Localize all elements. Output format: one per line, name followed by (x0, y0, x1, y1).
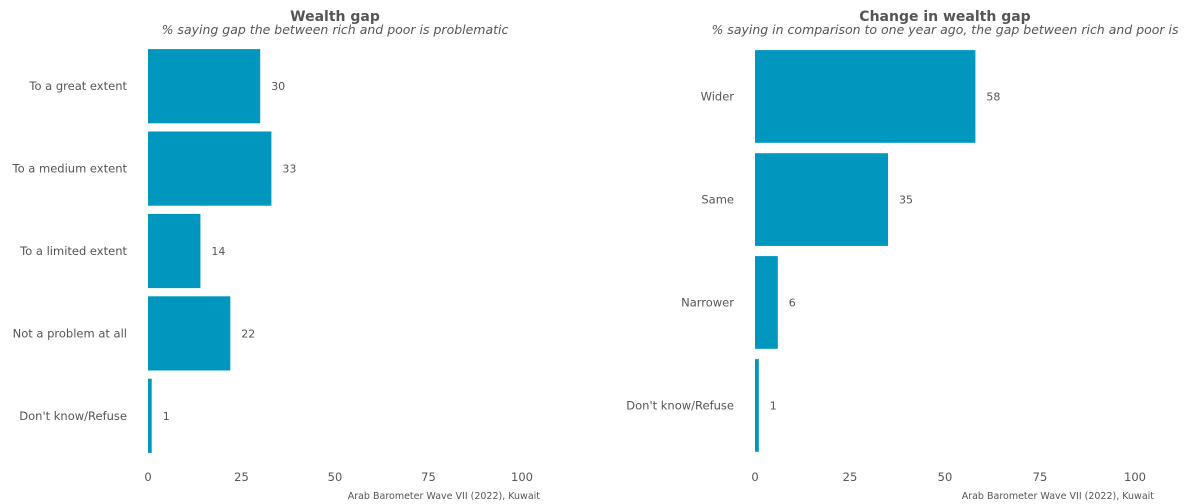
x-tick-label: 0 (751, 470, 758, 484)
x-tick-label: 100 (511, 470, 533, 484)
category-label: Don't know/Refuse (19, 409, 127, 423)
value-label: 58 (986, 91, 1000, 104)
bar-don-t-know-refuse (755, 359, 759, 452)
bar-to-a-great-extent (148, 49, 261, 124)
bar-don-t-know-refuse (148, 378, 152, 453)
x-tick-label: 50 (328, 470, 343, 484)
bar-group: To a great extent 30 To a medium extent 33 T… (12, 49, 296, 453)
category-label: Not a problem at all (13, 326, 127, 340)
value-label: 1 (163, 410, 170, 423)
bar-to-a-medium-extent (148, 131, 272, 206)
bar-to-a-limited-extent (148, 213, 201, 289)
category-label: To a limited extent (19, 244, 127, 258)
x-axis-ticks: 0 25 50 75 100 (144, 470, 533, 484)
value-label: 6 (789, 297, 796, 310)
wealth-gap-panel: Wealth gap % saying gap the between rich… (12, 9, 541, 502)
panel-title: Change in wealth gap (859, 9, 1030, 25)
value-label: 33 (282, 163, 296, 176)
x-axis-ticks: 0 25 50 75 100 (751, 470, 1146, 484)
category-label: Narrower (681, 296, 734, 310)
x-tick-label: 75 (1033, 470, 1048, 484)
chart-caption: Arab Barometer Wave VII (2022), Kuwait (962, 491, 1155, 502)
category-label: Same (701, 193, 734, 207)
x-tick-label: 0 (144, 470, 151, 484)
x-tick-label: 75 (421, 470, 436, 484)
category-label: Wider (701, 90, 735, 104)
bar-group: Wider 58 Same 35 Narrower 6 Don't know/Refuse 1 (626, 50, 1000, 452)
bar-narrower (755, 256, 778, 349)
change-in-wealth-gap-panel: Change in wealth gap % saying in compari… (626, 9, 1179, 502)
panel-title: Wealth gap (290, 9, 380, 25)
x-tick-label: 100 (1124, 470, 1146, 484)
bar-wider (755, 50, 976, 143)
value-label: 14 (211, 245, 225, 258)
value-label: 1 (770, 400, 777, 413)
category-label: To a medium extent (12, 162, 128, 176)
category-label: To a great extent (28, 79, 127, 93)
panel-subtitle: % saying in comparison to one year ago, … (711, 22, 1179, 37)
value-label: 35 (899, 194, 913, 207)
value-label: 30 (271, 80, 285, 93)
value-label: 22 (241, 327, 255, 340)
chart-caption: Arab Barometer Wave VII (2022), Kuwait (348, 491, 541, 502)
x-tick-label: 25 (234, 470, 249, 484)
bar-same (755, 153, 888, 246)
x-tick-label: 50 (938, 470, 953, 484)
panel-subtitle: % saying gap the between rich and poor i… (162, 22, 509, 37)
bar-not-a-problem-at-all (148, 296, 231, 371)
x-tick-label: 25 (843, 470, 858, 484)
category-label: Don't know/Refuse (626, 399, 734, 413)
